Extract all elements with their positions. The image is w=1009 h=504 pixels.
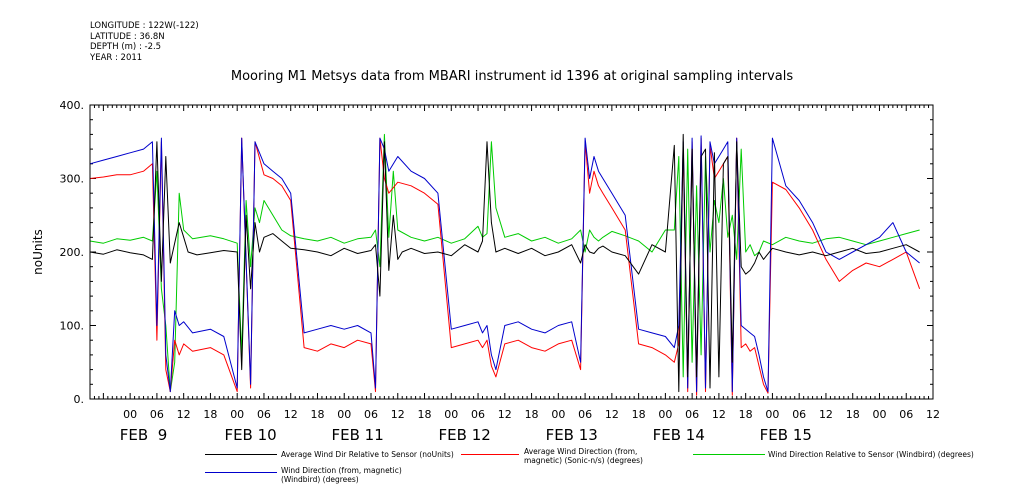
- x-hour-label: 18: [632, 408, 646, 421]
- y-tick-label: 300.: [60, 173, 85, 186]
- y-axis-label: noUnits: [31, 229, 45, 275]
- axis-ticks: 0. 100. 200. 300. 400. 00 06 12 18 00 06 12 18 00 06 12…: [60, 99, 941, 444]
- x-hour-label: 18: [739, 408, 753, 421]
- longitude-text: LONGITUDE : 122W(-122): [90, 21, 199, 31]
- x-hour-label: 18: [203, 408, 217, 421]
- plot-frame: [89, 104, 934, 400]
- x-hour-label: 06: [150, 408, 164, 421]
- legend-swatch: [461, 454, 519, 455]
- x-hour-label: 06: [899, 408, 913, 421]
- x-hour-label: 18: [846, 408, 860, 421]
- series-lines: [89, 133, 921, 396]
- x-hour-label: 00: [658, 408, 672, 421]
- y-tick-label: 400.: [60, 99, 85, 112]
- x-hour-label: 00: [123, 408, 137, 421]
- legend-label: Wind Direction (from, magnetic) (Windbir…: [281, 466, 402, 484]
- x-hour-label: 06: [471, 408, 485, 421]
- x-hour-label: 12: [605, 408, 619, 421]
- x-hour-label: 12: [712, 408, 726, 421]
- y-tick-label: 0.: [74, 393, 85, 406]
- depth-text: DEPTH (m) : -2.5: [90, 42, 162, 52]
- x-hour-label: 12: [819, 408, 833, 421]
- x-hour-label: 06: [578, 408, 592, 421]
- y-tick-label: 200.: [60, 246, 85, 259]
- x-hour-label: 00: [337, 408, 351, 421]
- x-day-label: FEB 11: [331, 426, 383, 444]
- x-hour-label: 12: [391, 408, 405, 421]
- metadata-block: LONGITUDE : 122W(-122) LATITUDE : 36.8N …: [90, 21, 199, 63]
- legend-label: Average Wind Direction (from, magnetic) …: [524, 447, 643, 465]
- x-day-label: FEB 14: [653, 426, 705, 444]
- legend-swatch: [693, 454, 765, 455]
- x-hour-label: 12: [498, 408, 512, 421]
- year-text: YEAR : 2011: [90, 52, 143, 63]
- x-hour-label: 18: [310, 408, 324, 421]
- legend-label: Average Wind Dir Relative to Sensor (noU…: [281, 450, 454, 459]
- x-day-label: FEB 13: [546, 426, 598, 444]
- x-hour-label: 00: [551, 408, 565, 421]
- series-line-2: [89, 133, 920, 393]
- x-hour-label: 18: [418, 408, 432, 421]
- x-hour-label: 00: [765, 408, 779, 421]
- x-hour-label: 12: [177, 408, 191, 421]
- x-day-label: FEB 9: [120, 426, 167, 444]
- y-tick-label: 100.: [60, 320, 85, 333]
- x-hour-label: 00: [872, 408, 886, 421]
- x-hour-label: 12: [284, 408, 298, 421]
- x-hour-label: 06: [364, 408, 378, 421]
- series-line-3: [89, 135, 920, 393]
- x-day-label: FEB 10: [224, 426, 276, 444]
- x-day-label: FEB 15: [760, 426, 812, 444]
- legend-swatch: [205, 472, 277, 473]
- x-hour-label: 00: [444, 408, 458, 421]
- series-line-0: [89, 133, 920, 393]
- legend-swatch: [205, 454, 277, 455]
- x-hour-label: 06: [792, 408, 806, 421]
- legend-label: Wind Direction Relative to Sensor (Windb…: [768, 450, 974, 459]
- x-hour-label: 12: [926, 408, 940, 421]
- x-day-label: FEB 12: [439, 426, 491, 444]
- chart-title: Mooring M1 Metsys data from MBARI instru…: [231, 69, 793, 84]
- x-hour-label: 06: [257, 408, 271, 421]
- x-hour-label: 00: [230, 408, 244, 421]
- x-hour-label: 18: [525, 408, 539, 421]
- latitude-text: LATITUDE : 36.8N: [90, 31, 165, 42]
- x-hour-label: 06: [685, 408, 699, 421]
- series-line-1: [89, 137, 921, 396]
